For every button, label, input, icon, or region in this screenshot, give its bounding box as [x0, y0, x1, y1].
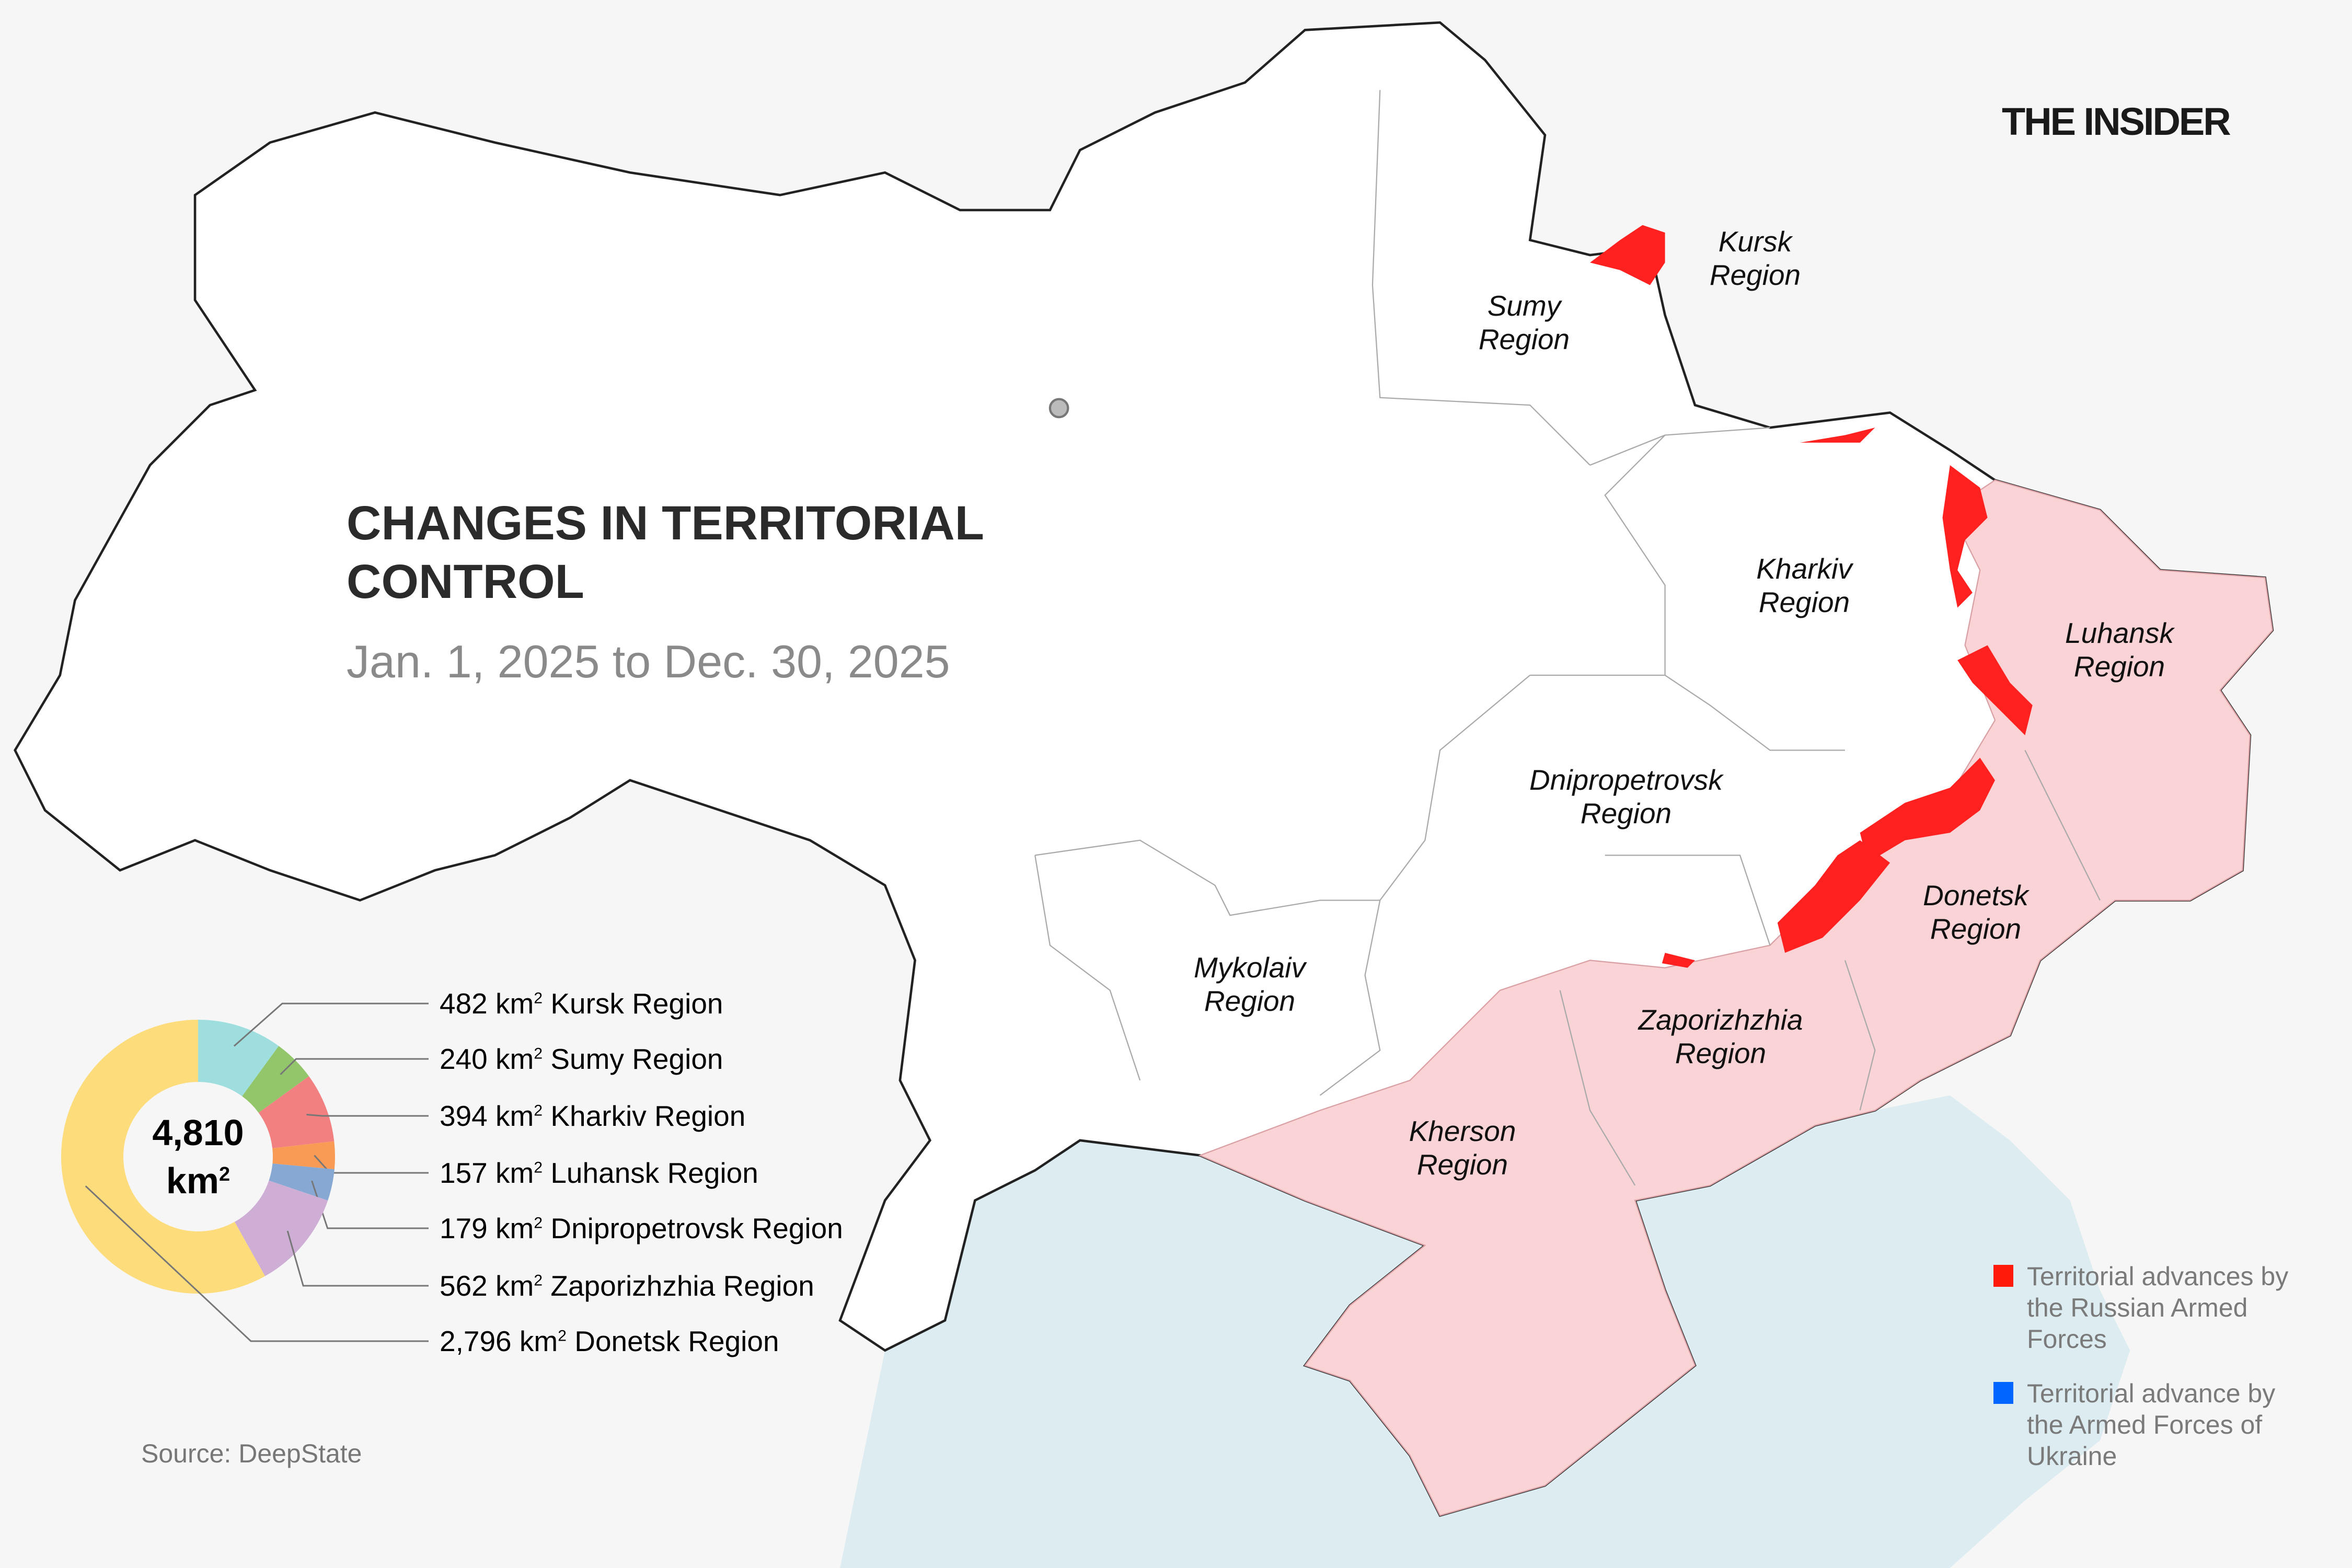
donut-label: 240 km2 Sumy Region — [440, 1043, 723, 1075]
the-insider-logo: THE INSIDER — [2002, 100, 2231, 143]
category-label: Dnipropetrovsk Region — [550, 1212, 843, 1244]
donut-label: 394 km2 Kharkiv Region — [440, 1100, 746, 1132]
oblast-borders — [1034, 90, 2101, 1186]
region-label-luhansk: Luhansk Region — [2065, 617, 2174, 683]
value-label: 562 — [440, 1270, 488, 1302]
leader-line — [280, 1058, 429, 1075]
legend-text-russian: Territorial advances by the Russian Arme… — [2027, 1262, 2289, 1354]
russian-advances — [1590, 225, 2033, 968]
value-label: 157 — [440, 1157, 488, 1189]
region-label-mykolaiv: Mykolaiv Region — [1194, 951, 1306, 1017]
category-label: Sumy Region — [550, 1043, 723, 1075]
unit-label: km — [495, 1043, 534, 1075]
donut-slice-donetsk-region — [61, 1020, 266, 1294]
value-label: 179 — [440, 1212, 488, 1244]
source-note: Source: DeepState — [141, 1439, 362, 1468]
leader-line — [306, 1113, 429, 1117]
region-label-kharkiv: Kharkiv Region — [1756, 552, 1852, 618]
value-label: 240 — [440, 1043, 488, 1075]
category-label: Luhansk Region — [550, 1157, 758, 1189]
region-label-dnipropetrovsk: Dnipropetrovsk Region — [1529, 764, 1723, 829]
leader-line — [85, 1185, 429, 1342]
unit-label: km — [495, 1270, 534, 1302]
region-label-kherson: Kherson Region — [1409, 1115, 1516, 1181]
legend-swatch-blue — [1993, 1382, 2013, 1404]
donut-slice-kursk-region — [198, 1020, 279, 1097]
value-label: 2,796 — [440, 1325, 512, 1357]
unit-label: km — [495, 1100, 534, 1132]
unit-label: km — [495, 1157, 534, 1189]
donut-slice-dnipropetrovsk-region — [269, 1163, 335, 1201]
value-label: 394 — [440, 1100, 488, 1132]
unit-label: km — [519, 1325, 558, 1357]
donut-label: 482 km2 Kursk Region — [440, 987, 723, 1020]
category-label: Zaporizhzhia Region — [550, 1270, 814, 1302]
region-label-zaporizhzhia: Zaporizhzhia Region — [1638, 1004, 1803, 1069]
leader-line — [286, 1230, 429, 1287]
legend-ukraine: Territorial advance by the Armed Forces … — [1993, 1378, 2299, 1472]
date-range-subtitle: Jan. 1, 2025 to Dec. 30, 2025 — [347, 636, 950, 687]
page-title: CHANGES IN TERRITORIAL CONTROL — [347, 497, 984, 608]
category-label: Kursk Region — [550, 987, 723, 1020]
donut-label: 2,796 km2 Donetsk Region — [440, 1325, 779, 1357]
leader-line — [233, 1002, 429, 1047]
unit-label: km — [495, 1212, 534, 1244]
value-label: 482 — [440, 987, 488, 1020]
donut-slice-luhansk-region — [272, 1141, 335, 1170]
kyiv-marker — [1048, 398, 1069, 419]
donut-total: 4,810 km2 — [152, 1112, 244, 1202]
donut-label: 562 km2 Zaporizhzhia Region — [440, 1270, 814, 1302]
leader-line — [311, 1180, 429, 1229]
region-label-donetsk: Donetsk Region — [1923, 879, 2028, 945]
legend-russian: Territorial advances by the Russian Arme… — [1993, 1261, 2299, 1355]
donut-label: 179 km2 Dnipropetrovsk Region — [440, 1212, 843, 1244]
region-label-sumy: Sumy Region — [1478, 290, 1570, 355]
category-label: Kharkiv Region — [550, 1100, 746, 1132]
donut-slice-zaporizhzhia-region — [234, 1180, 328, 1276]
donut-slice-kharkiv-region — [258, 1076, 335, 1148]
legend-text-ukraine: Territorial advance by the Armed Forces … — [2027, 1379, 2276, 1471]
category-label: Donetsk Region — [574, 1325, 779, 1357]
region-label-kursk: Kursk Region — [1709, 225, 1801, 291]
donut-label: 157 km2 Luhansk Region — [440, 1157, 758, 1189]
unit-label: km — [495, 987, 534, 1020]
legend-swatch-red — [1993, 1265, 2013, 1287]
